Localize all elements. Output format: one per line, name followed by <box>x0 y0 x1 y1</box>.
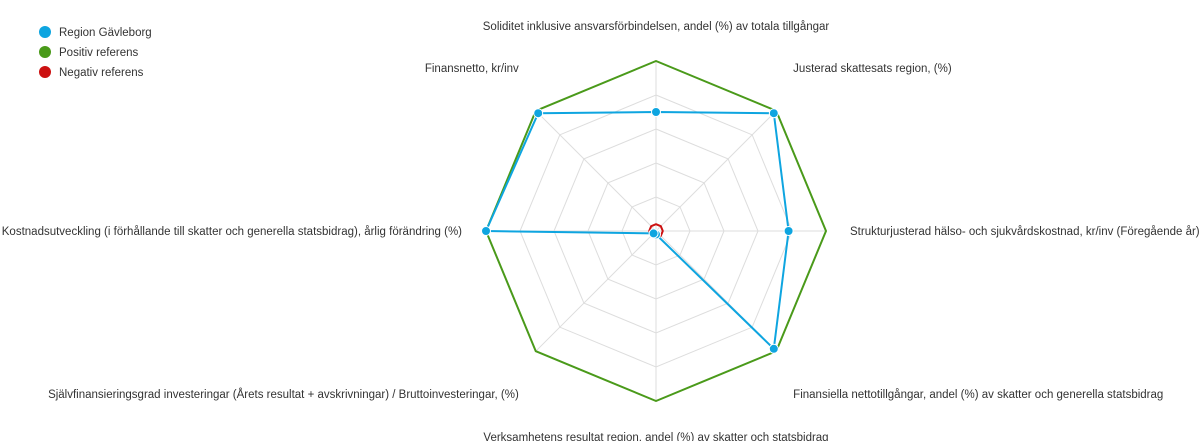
series-line-1 <box>485 111 790 350</box>
data-point-3[interactable] <box>783 226 794 236</box>
axis-label-7: Kostnadsutveckling (i förhållande till s… <box>2 226 462 238</box>
grid-spoke-8 <box>535 110 657 232</box>
axis-label-4: Finansiella nettotillgångar, andel (%) a… <box>793 389 1163 401</box>
axis-label-8: Finansnetto, kr/inv <box>425 63 519 75</box>
axis-label-6: Självfinansieringsgrad investeringar (År… <box>48 388 519 401</box>
legend[interactable]: Region Gävleborg Positiv referens Negativ … <box>39 26 152 79</box>
data-point-8[interactable] <box>533 108 544 119</box>
legend-label: Region Gävleborg <box>59 27 152 39</box>
axis-labels: Soliditet inklusive ansvarsförbindelsen,… <box>2 21 1200 441</box>
legend-label: Positiv referens <box>59 47 139 59</box>
legend-item-2[interactable]: Positiv referens <box>39 46 139 59</box>
data-point-7[interactable] <box>481 226 491 236</box>
series-line-2 <box>485 60 827 402</box>
axis-label-1: Soliditet inklusive ansvarsförbindelsen,… <box>483 21 830 33</box>
legend-item-3[interactable]: Negativ referens <box>39 66 144 79</box>
grid-spoke-6 <box>535 230 657 352</box>
data-point-6[interactable] <box>648 228 659 239</box>
data-point-2[interactable] <box>768 108 779 119</box>
legend-item-1[interactable]: Region Gävleborg <box>39 26 152 39</box>
radar-series-layer <box>481 60 827 402</box>
legend-marker <box>39 66 51 78</box>
axis-label-3: Strukturjusterad hälso- och sjukvårdskos… <box>850 226 1200 238</box>
legend-marker <box>39 26 51 38</box>
axis-label-2: Justerad skattesats region, (%) <box>793 63 952 75</box>
data-point-4[interactable] <box>768 343 779 354</box>
legend-marker <box>39 46 51 58</box>
legend-label: Negativ referens <box>59 67 144 79</box>
grid-spoke-2 <box>655 110 777 232</box>
axis-label-5: Verksamhetens resultat region, andel (%)… <box>483 432 828 441</box>
data-point-1[interactable] <box>651 107 661 117</box>
